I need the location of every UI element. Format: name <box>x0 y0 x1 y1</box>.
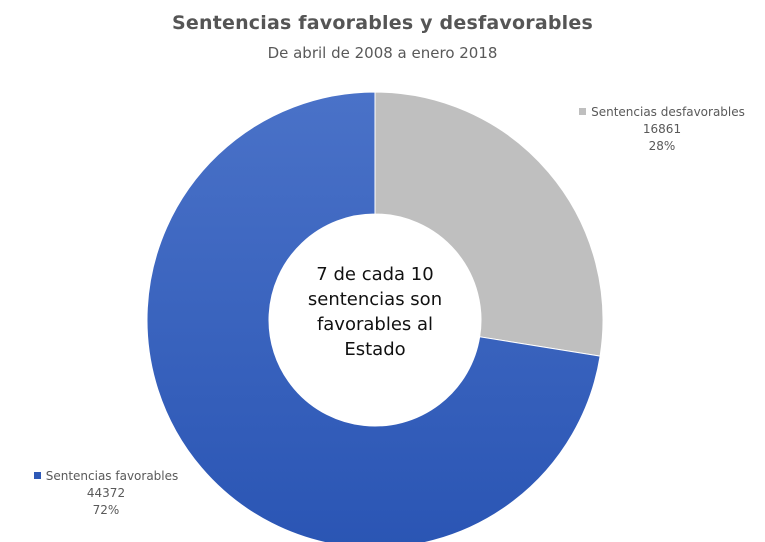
center-text-line: 7 de cada 10 <box>316 264 434 285</box>
chart-title: Sentencias favorables y desfavorables <box>172 12 593 34</box>
slice-value-desfavorables: 16861 <box>642 122 682 136</box>
slice-name-favorables: Sentencias favorables <box>45 469 179 483</box>
slice-value-favorables: 44372 <box>86 486 126 500</box>
slice-label-favorables: Sentencias favorables 44372 72% <box>6 468 206 519</box>
donut-slice-desfavorables <box>374 91 604 357</box>
slice-percent-desfavorables: 28% <box>648 139 676 153</box>
legend-swatch-favorables <box>33 472 41 479</box>
legend-swatch-desfavorables <box>579 108 587 115</box>
chart-subtitle: De abril de 2008 a enero 2018 <box>267 44 498 62</box>
slice-label-desfavorables: Sentencias desfavorables 16861 28% <box>562 104 762 155</box>
slice-name-desfavorables: Sentencias desfavorables <box>591 105 745 119</box>
center-text-line: Estado <box>344 339 406 360</box>
slice-percent-favorables: 72% <box>92 503 120 517</box>
center-text-line: favorables al <box>316 314 434 335</box>
donut-center-text: 7 de cada 10 sentencias son favorables a… <box>280 262 470 362</box>
center-text-line: sentencias son <box>307 289 443 310</box>
donut-slice-favorables <box>146 91 601 542</box>
